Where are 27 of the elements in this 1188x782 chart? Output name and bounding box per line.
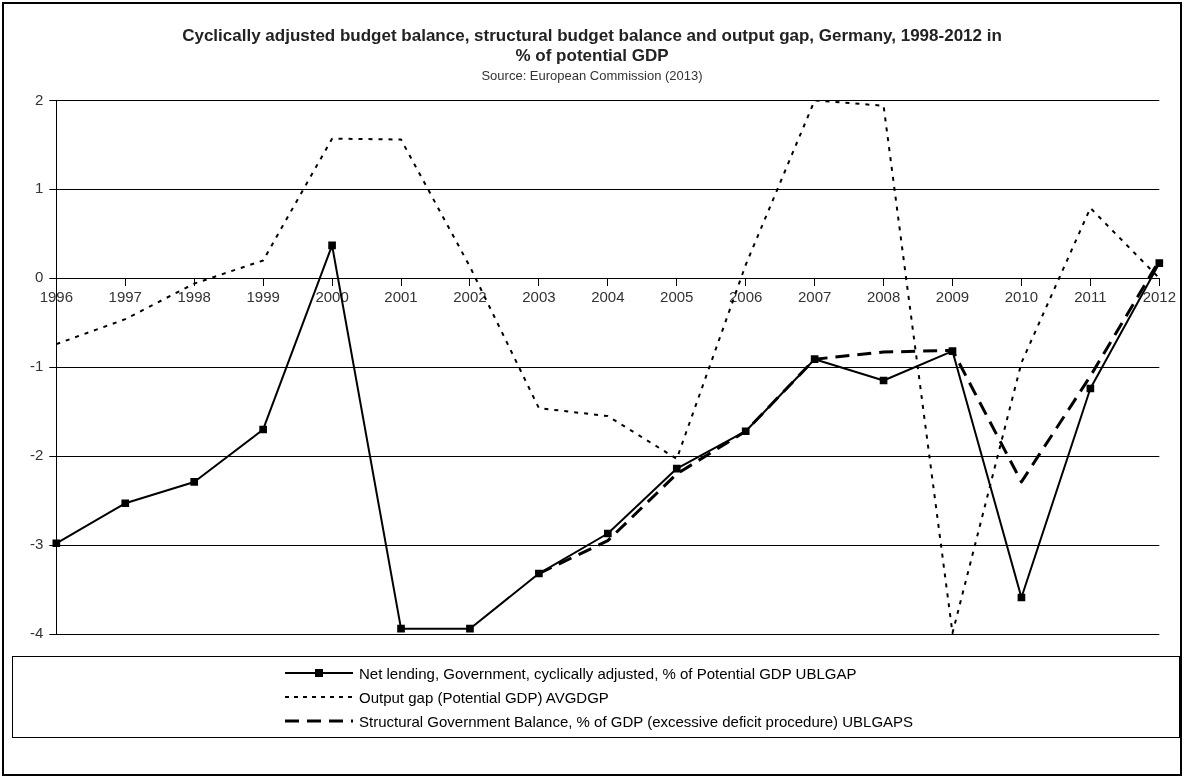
y-tick-label: 1	[34, 179, 44, 197]
chart-title: Cyclically adjusted budget balance, structural budget balance and output gap, Germany, 1998-2012 in % of potential GDP	[182, 25, 1002, 66]
legend-label: Structural Government Balance, % of GDP (excessive deficit procedure) UBLGAPS	[359, 712, 914, 730]
x-tick-label: 2001	[384, 288, 418, 306]
x-tick-label: 2002	[453, 288, 487, 306]
legend-label: Net lending, Government, cyclically adjusted, % of Potential GDP UBLGAP	[359, 664, 857, 682]
x-tick-label: 1999	[246, 288, 280, 306]
x-tick-label: 2007	[797, 288, 832, 306]
x-tick-label: 1998	[177, 288, 211, 306]
x-tick-label: 1997	[108, 288, 142, 306]
y-tick-label: 0	[34, 268, 44, 286]
x-tick-label: 2010	[1004, 288, 1039, 306]
x-tick-label: 2012	[1142, 288, 1176, 306]
legend-label: Output gap (Potential GDP) AVGDGP	[359, 688, 609, 706]
source-note: Source: European Commission (2013)	[481, 68, 703, 84]
y-tick-label: -3	[29, 535, 44, 553]
x-tick-label: 2004	[591, 288, 625, 306]
x-tick-label: 2006	[729, 288, 763, 306]
x-tick-label: 2005	[660, 288, 694, 306]
y-tick-label: -4	[29, 624, 44, 642]
y-tick-label: -2	[29, 446, 44, 464]
y-tick-label: -1	[29, 357, 44, 375]
y-tick-label: 2	[34, 90, 44, 108]
x-tick-label: 2011	[1074, 288, 1107, 306]
x-tick-label: 2008	[866, 288, 901, 306]
x-tick-label: 2009	[935, 288, 970, 306]
x-tick-label: 2003	[522, 288, 556, 306]
